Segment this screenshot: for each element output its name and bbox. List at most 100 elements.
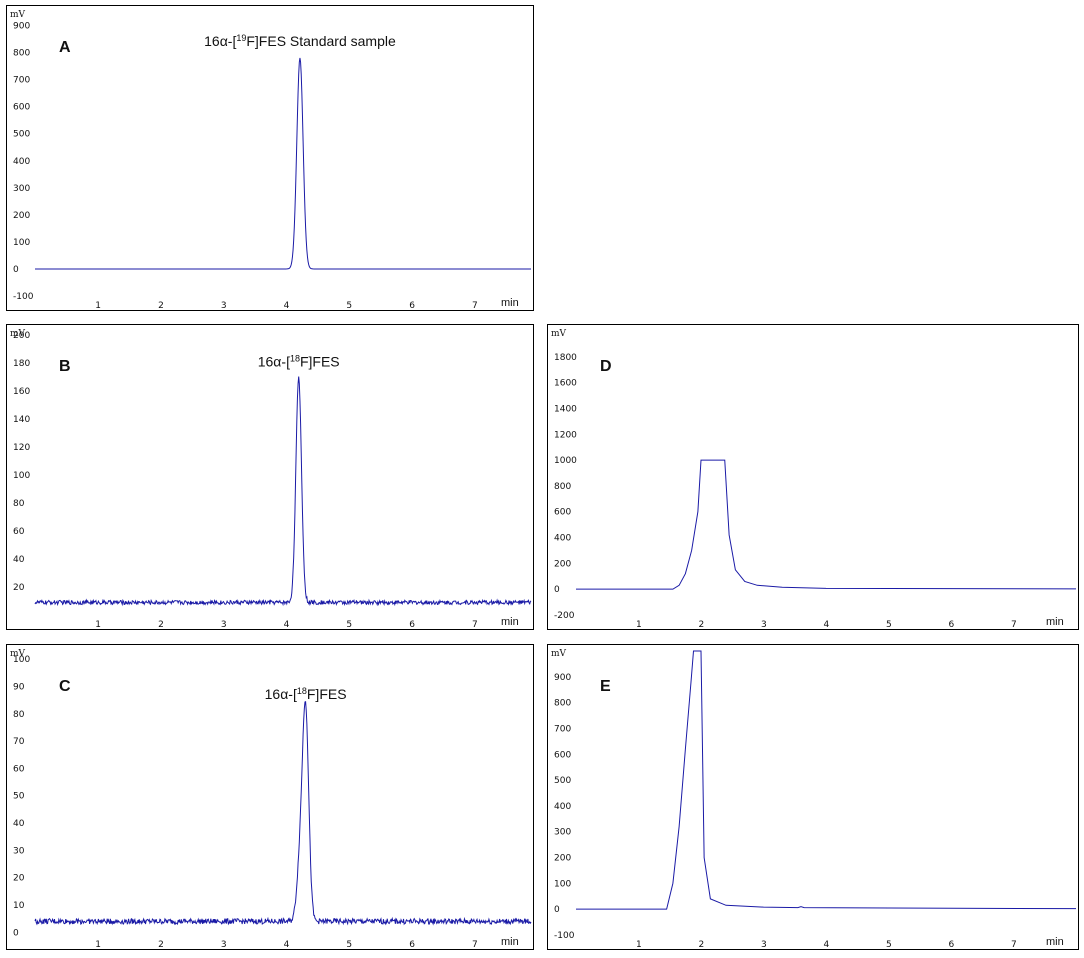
chart-d-ytick: 800	[554, 482, 571, 492]
chart-c-ytick: 90	[13, 683, 25, 693]
chart-e-xtick: 1	[636, 940, 642, 950]
chart-e-xtick: 4	[824, 940, 830, 950]
chart-c-xtick: 6	[409, 940, 415, 950]
chart-e-panel-label: E	[600, 678, 611, 695]
chart-e-xtick: 6	[949, 940, 955, 950]
chart-d-ytick: 400	[554, 534, 571, 544]
chart-e-ytick: 0	[554, 905, 560, 915]
chart-c-ytick: 60	[13, 764, 25, 774]
chart-c-xtick: 4	[284, 940, 290, 950]
chart-a-ytick: -100	[13, 292, 34, 302]
chart-d-xtick: 1	[636, 620, 642, 630]
chart-a-ytick: 200	[13, 211, 30, 221]
chart-b-ytick: 180	[13, 359, 30, 369]
chart-e-xlabel: min	[1046, 936, 1064, 948]
chart-d-panel-label: D	[600, 358, 612, 375]
chart-d-ytick: 600	[554, 508, 571, 518]
chart-e-ytick: 300	[554, 828, 571, 838]
chart-b-ytick: 80	[13, 499, 25, 509]
chart-a-xtick: 2	[158, 301, 164, 311]
chart-d-ytick: 200	[554, 559, 571, 569]
chart-panel-d: mV -200 0 200 400 600 800 1000 1200 1400 1600 1800 1…	[547, 324, 1079, 630]
chart-a-xtick: 3	[221, 301, 227, 311]
chart-c-xtick: 7	[472, 940, 478, 950]
chart-a-xtick: 7	[472, 301, 478, 311]
chart-c-ylabel: mV	[10, 649, 26, 659]
chart-e-ytick: -100	[554, 931, 575, 941]
chart-d-ytick: 1800	[554, 353, 577, 363]
chart-a-ytick: 400	[13, 157, 30, 167]
chart-b-panel-label: B	[59, 358, 71, 375]
chart-a-ytick: 500	[13, 130, 30, 140]
chart-b-ytick: 60	[13, 527, 25, 537]
chart-e-xtick: 7	[1011, 940, 1017, 950]
chart-d-ylabel: mV	[551, 329, 567, 339]
chart-d-xtick: 2	[699, 620, 705, 630]
chart-e-ytick: 600	[554, 750, 571, 760]
chart-b-xtick: 6	[409, 620, 415, 630]
chart-a-trace	[35, 57, 531, 270]
chart-a-xtick: 1	[95, 301, 101, 311]
chart-e-trace	[576, 650, 1077, 910]
chart-d-ytick: 1400	[554, 404, 577, 414]
chart-c-xlabel: min	[501, 936, 519, 948]
chart-d-xlabel: min	[1046, 616, 1064, 628]
chart-a-panel-label: A	[59, 39, 71, 56]
chart-e-ytick: 200	[554, 854, 571, 864]
chart-b-xtick: 3	[221, 620, 227, 630]
chart-a-ytick: 100	[13, 238, 30, 248]
chart-d-trace	[576, 459, 1077, 590]
chart-e-xtick: 3	[761, 940, 767, 950]
chart-d-ytick: 1200	[554, 430, 577, 440]
chart-c-xtick: 2	[158, 940, 164, 950]
chart-c-ytick: 30	[13, 846, 25, 856]
chart-panel-b: mV 20 40 60 80 100 120 140 160 180 200 1 2 3 4 5 6 7 min B 1…	[6, 324, 534, 630]
chart-e-ytick: 400	[554, 802, 571, 812]
chart-c-ytick: 10	[13, 901, 25, 911]
chart-c-xtick: 5	[346, 940, 352, 950]
chart-e-ylabel: mV	[551, 649, 567, 659]
chart-b-xtick: 4	[284, 620, 290, 630]
chart-b-xtick: 1	[95, 620, 101, 630]
chart-c-ytick: 40	[13, 819, 25, 829]
chart-d-svg: mV -200 0 200 400 600 800 1000 1200 1400 1600 1800 1…	[551, 329, 1077, 630]
chart-d-ytick: 1000	[554, 456, 577, 466]
chart-e-ytick: 100	[554, 879, 571, 889]
chart-c-panel-label: C	[59, 678, 71, 695]
chart-a-ytick: 700	[13, 76, 30, 86]
chart-d-xtick: 7	[1011, 620, 1017, 630]
chart-c-ytick: 80	[13, 710, 25, 720]
chart-b-trace	[34, 376, 532, 607]
chart-c-ytick: 50	[13, 792, 25, 802]
chart-b-ytick: 140	[13, 415, 30, 425]
chart-a-xlabel: min	[501, 297, 519, 309]
chart-e-ytick: 900	[554, 673, 571, 683]
chart-c-ytick: 100	[13, 655, 30, 665]
chart-panel-e: mV -100 0 100 200 300 400 500 600 700 800 900 1 2 3 4 5 6…	[547, 644, 1079, 950]
chart-c-xtick: 1	[95, 940, 101, 950]
chart-b-ytick: 20	[13, 583, 25, 593]
chart-b-xtick: 7	[472, 620, 478, 630]
chart-c-xtick: 3	[221, 940, 227, 950]
chart-a-svg: mV -100 0 100 200 300 400 500 600 700 800 900 1 2 3 4 5 6…	[10, 10, 531, 311]
chart-c-svg: mV 0 10 20 30 40 50 60 70 80 90 100 1 2 3 4 5 6 7 min C 16α-[…	[10, 649, 532, 950]
chart-a-ylabel: mV	[10, 10, 26, 20]
chart-e-xtick: 2	[699, 940, 705, 950]
chart-b-xtick: 2	[158, 620, 164, 630]
chart-panel-c: mV 0 10 20 30 40 50 60 70 80 90 100 1 2 3 4 5 6 7 min C 16α-[…	[6, 644, 534, 950]
chart-c-trace	[34, 700, 532, 926]
chart-a-ytick: 800	[13, 49, 30, 59]
chart-e-ytick: 500	[554, 776, 571, 786]
chart-panel-a: mV -100 0 100 200 300 400 500 600 700 800 900 1 2 3 4 5 6…	[6, 5, 534, 311]
chart-c-ytick: 0	[13, 928, 19, 938]
chart-e-ytick: 700	[554, 724, 571, 734]
chart-c-peak-annotation: 16α-[18F]FES	[265, 686, 347, 702]
chart-d-xtick: 5	[886, 620, 892, 630]
chart-d-xtick: 4	[824, 620, 830, 630]
chart-a-ytick: 0	[13, 265, 19, 275]
chart-d-xtick: 3	[761, 620, 767, 630]
chart-b-peak-annotation: 16α-[18F]FES	[258, 354, 340, 370]
chart-b-ytick: 100	[13, 471, 30, 481]
chart-b-ylabel: mV	[10, 329, 26, 339]
chart-e-xtick: 5	[886, 940, 892, 950]
